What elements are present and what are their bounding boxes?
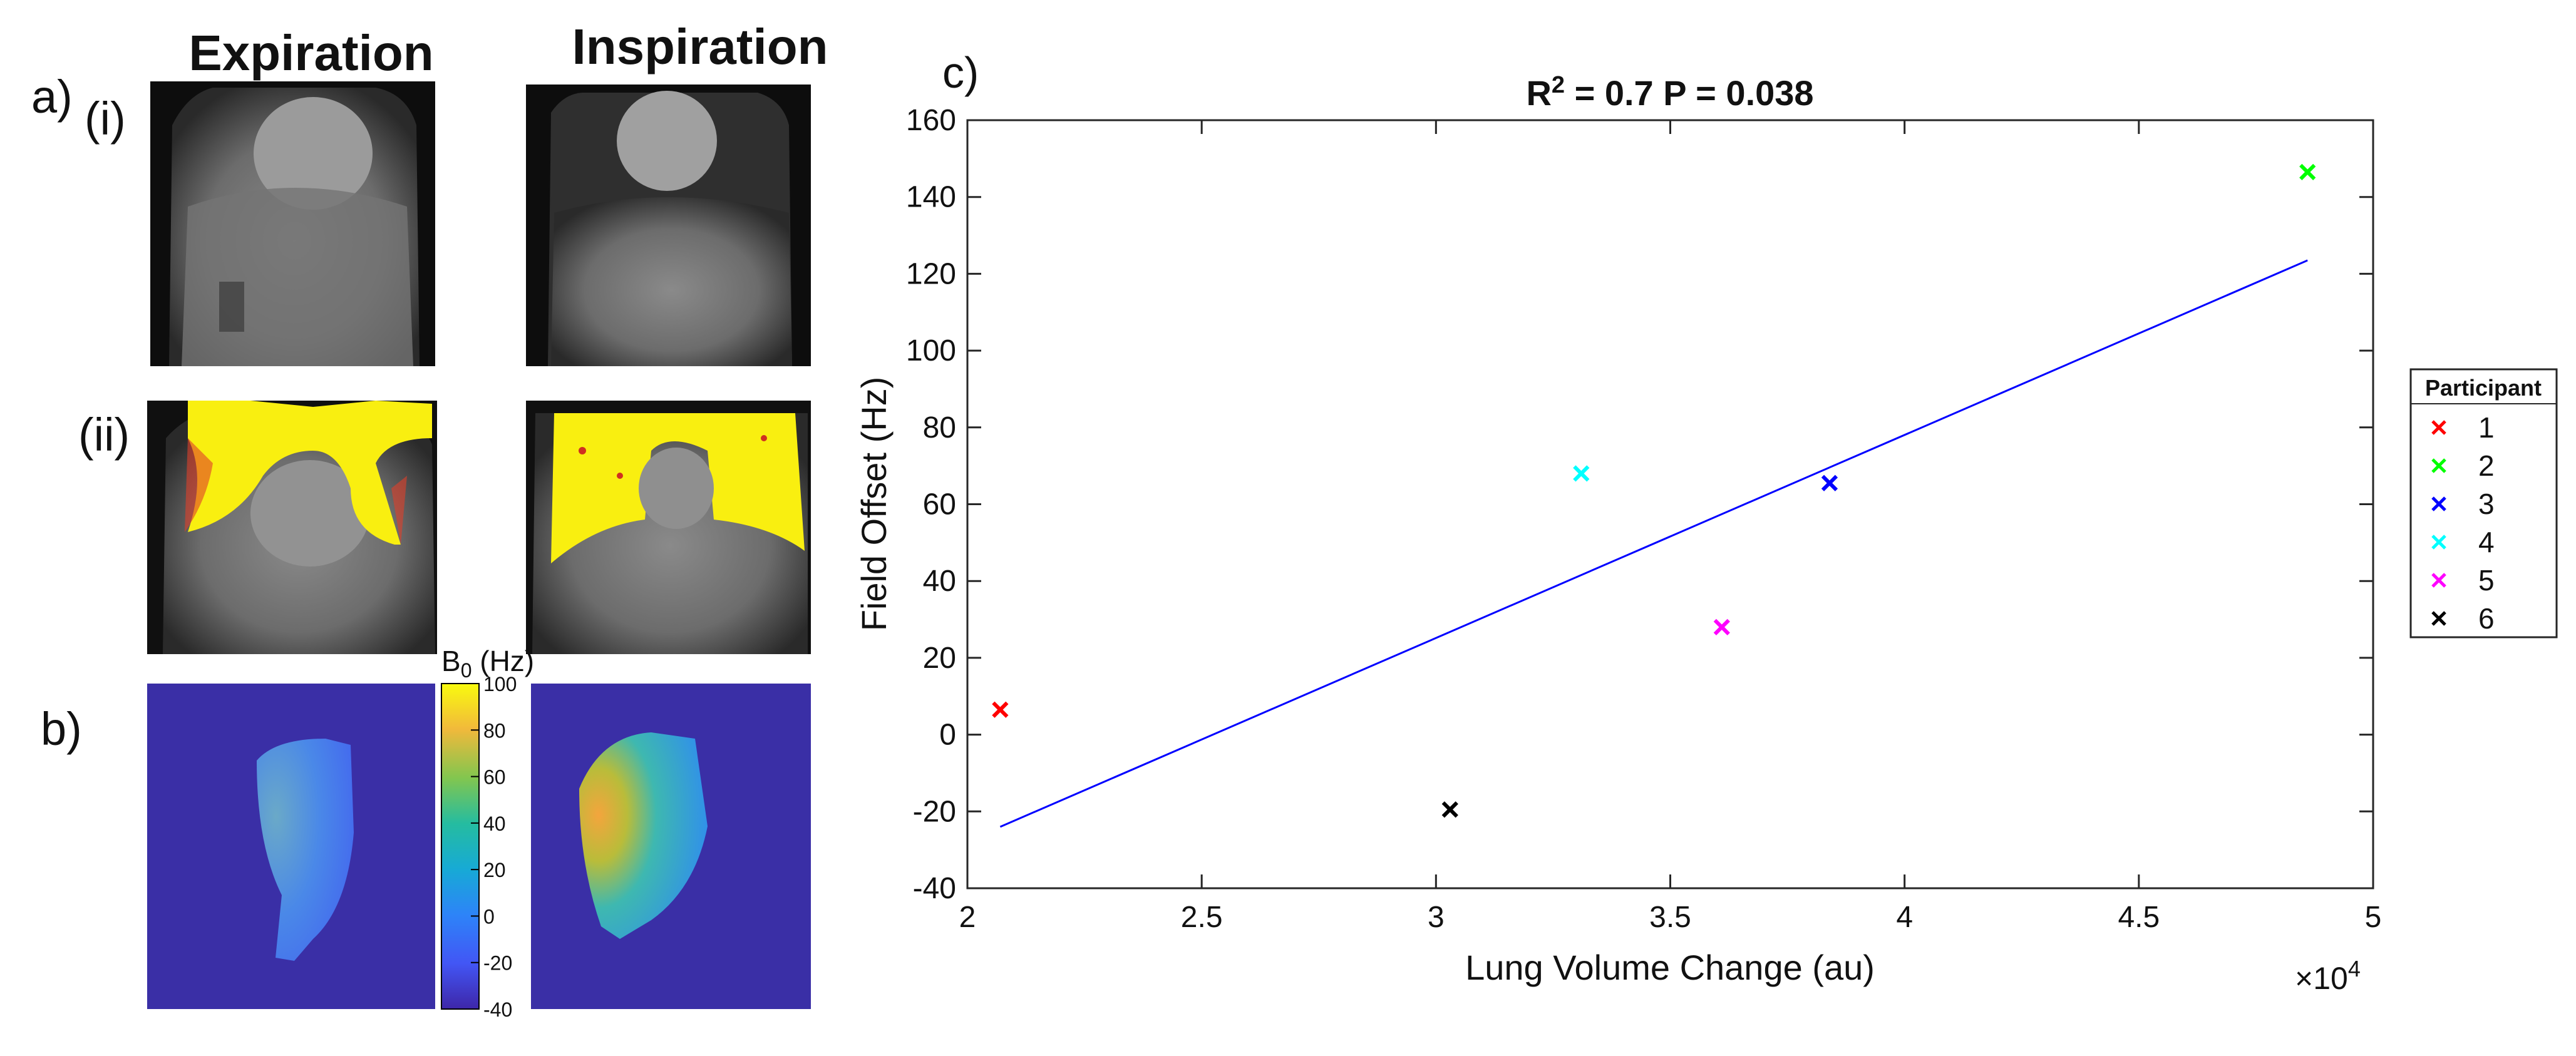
colorbar-tick-label: 80 [483,719,506,742]
b0-map-inspiration [531,684,811,1009]
legend-item-label: 6 [2478,602,2495,635]
data-point-participant-1 [992,701,1009,718]
colorbar-tick-label: -40 [483,998,512,1021]
data-point-participant-6 [1441,801,1458,818]
x-tick-label: 3 [1428,901,1445,934]
data-point-participant-5 [1713,618,1730,635]
regression-line [999,259,2308,828]
x-tick-label: 2 [959,901,976,934]
legend-item-label: 1 [2478,411,2495,444]
y-tick-label: 0 [939,719,956,752]
legend-item-1: 1 [2431,411,2495,444]
y-tick-label: -40 [913,872,956,905]
y-tick-label: 80 [923,411,956,444]
mri-inspiration-i [526,85,811,366]
y-tick-label: 120 [906,257,956,290]
legend-item-5: 5 [2431,564,2495,597]
row-i-label: (i) [85,93,126,145]
x-tick-label: 3.5 [1649,901,1691,934]
y-tick-label: 20 [923,642,956,675]
legend-item-label: 3 [2478,488,2495,520]
mri-inspiration-ii-overlay [526,401,811,654]
scatter-chart: 2 2.5 3 3.5 4 4.5 5 -40 -20 0 20 40 60 80 100 120 140 16… [854,72,2381,996]
y-axis-label: Field Offset (Hz) [854,377,894,632]
column-heading-inspiration: Inspiration [572,19,828,74]
y-tick-label: 40 [923,565,956,598]
colorbar-title: B0 (Hz) [441,645,534,682]
data-point-participant-4 [1573,465,1590,482]
data-point-participant-3 [1821,474,1838,491]
y-tick-label: -20 [913,795,956,828]
y-tick-label: 160 [906,104,956,137]
legend-box [2409,368,2558,638]
legend-title: Participant [2425,375,2542,401]
legend: Participant 1 2 3 4 5 6 [2409,368,2558,638]
y-tick-label: 60 [923,488,956,521]
colorbar-tick-label: 0 [483,905,495,928]
mri-expiration-i [150,81,435,366]
legend-item-label: 2 [2478,449,2495,482]
b0-map-expiration [147,684,435,1009]
column-heading-expiration: Expiration [188,25,433,81]
panel-a-label: a) [31,71,73,123]
x-tick-label: 5 [2365,901,2382,934]
legend-item-3: 3 [2431,488,2495,520]
legend-item-2: 2 [2431,449,2495,482]
chart-title: R2 = 0.7 P = 0.038 [1526,72,1813,113]
x-exponent-label: ×104 [2295,956,2361,996]
b0-colorbar: 100 80 60 40 20 0 -20 -40 B0 (Hz) [441,645,534,1021]
mri-expiration-ii-overlay [147,401,437,654]
x-axis-label: Lung Volume Change (au) [1465,948,1875,987]
x-tick-label: 4.5 [2118,901,2160,934]
x-tick-label: 2.5 [1181,901,1223,934]
data-point-participant-2 [2299,163,2316,180]
y-tick-label: 100 [906,334,956,367]
colorbar-tick-label: 40 [483,813,506,835]
legend-item-4: 4 [2431,526,2495,558]
legend-item-label: 5 [2478,564,2495,597]
colorbar-tick-label: -20 [483,952,512,975]
row-ii-label: (ii) [78,409,130,461]
colorbar-tick-label: 60 [483,766,506,789]
panel-b-label: b) [41,703,82,755]
colorbar-tick-label: 100 [483,673,517,695]
colorbar-tick-label: 20 [483,859,506,881]
y-tick-label: 140 [906,181,956,214]
plot-area-frame [966,119,2374,889]
x-tick-label: 4 [1896,901,1913,934]
panel-c-label: c) [942,48,979,97]
legend-item-label: 4 [2478,526,2495,558]
legend-item-6: 6 [2431,602,2495,635]
